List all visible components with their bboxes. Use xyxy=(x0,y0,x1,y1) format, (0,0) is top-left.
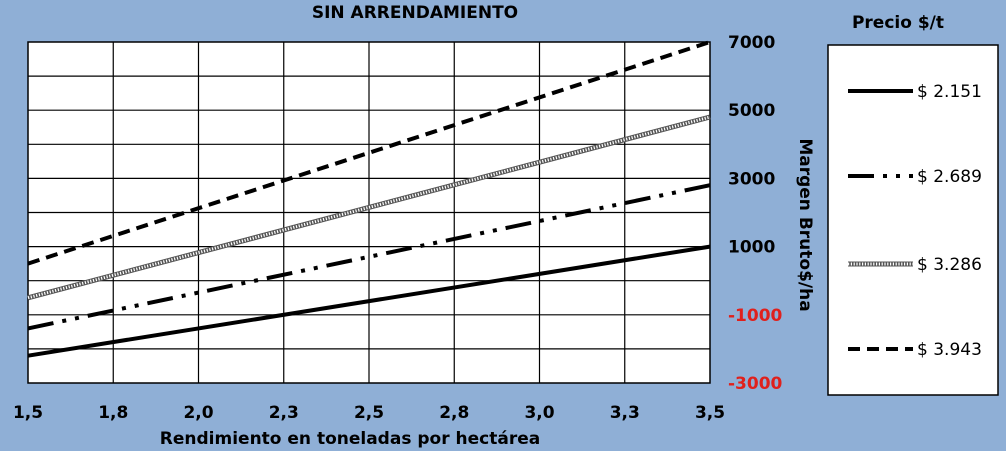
x-tick-label: 2,3 xyxy=(269,403,299,423)
legend-box xyxy=(827,44,999,396)
x-tick-label: 2,5 xyxy=(354,403,384,423)
y-axis-label: Margen Bruto$/ha xyxy=(795,138,815,311)
series-layer xyxy=(27,40,711,358)
x-tick-label: 3,0 xyxy=(524,403,554,423)
series-line-1 xyxy=(27,244,711,358)
series-line-3 xyxy=(27,114,711,301)
x-tick-label: 3,3 xyxy=(610,403,640,423)
y-tick-label: 7000 xyxy=(728,33,775,53)
legend-label: $ 2.689 xyxy=(917,167,982,187)
x-axis-ticks: 1,5 1,8 2,0 2,3 2,5 2,8 3,0 3,3 3,5 xyxy=(13,403,725,423)
y-tick-label: 1000 xyxy=(728,238,775,258)
x-axis-label: Rendimiento en toneladas por hectárea xyxy=(160,429,540,449)
y-tick-label: -1000 xyxy=(728,306,783,326)
y-tick-label: -3000 xyxy=(728,374,783,394)
y-axis-ticks: 7000 5000 3000 1000 -1000 -3000 xyxy=(728,33,783,394)
x-tick-label: 1,8 xyxy=(98,403,128,423)
legend-label: $ 3.286 xyxy=(917,255,982,275)
series-line-4 xyxy=(27,40,711,266)
x-tick-label: 2,8 xyxy=(439,403,469,423)
grid-lines xyxy=(28,42,710,383)
chart-title: SIN ARRENDAMIENTO xyxy=(312,3,518,23)
x-tick-label: 3,5 xyxy=(695,403,725,423)
x-tick-label: 1,5 xyxy=(13,403,43,423)
legend-label: $ 2.151 xyxy=(917,82,982,102)
y-tick-label: 3000 xyxy=(728,169,775,189)
legend-title: Precio $/t xyxy=(852,13,944,33)
legend: $ 2.151 $ 2.689 $ 3.286 $ 3.943 xyxy=(848,82,982,360)
legend-label: $ 3.943 xyxy=(917,340,982,360)
y-tick-label: 5000 xyxy=(728,101,775,121)
x-tick-label: 2,0 xyxy=(183,403,213,423)
